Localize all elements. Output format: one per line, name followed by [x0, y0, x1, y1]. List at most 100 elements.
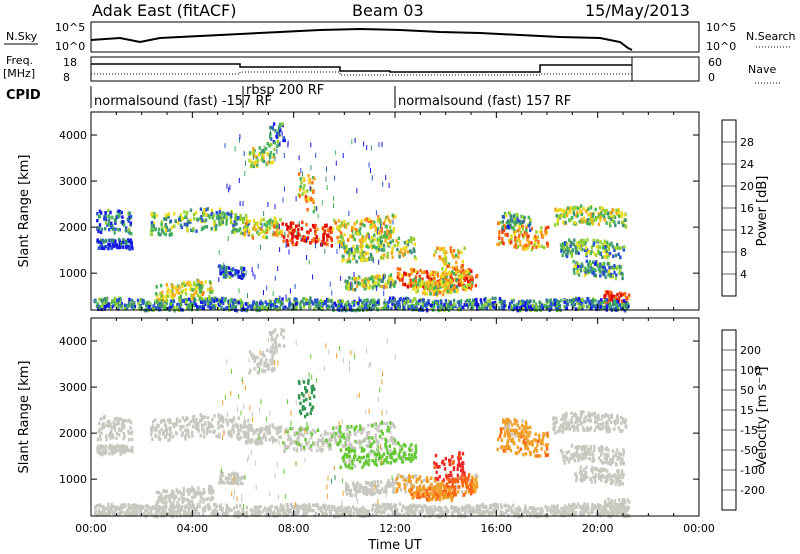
- echo-cell: [157, 305, 160, 309]
- echo-cell: [310, 408, 313, 412]
- echo-cell: [459, 283, 462, 287]
- echo-cell: [290, 231, 293, 236]
- echo-cell: [110, 221, 113, 226]
- echo-cell: [492, 301, 495, 305]
- echo-cell: [431, 485, 434, 489]
- echo-cell: [447, 271, 450, 276]
- cpid-segment-label: normalsound (fast) 157 RF: [398, 94, 571, 109]
- echo-cell: [171, 304, 174, 308]
- echo-cell: [377, 277, 380, 282]
- echo-cell: [574, 245, 577, 249]
- echo-cell: [117, 237, 121, 242]
- echo-cell: [229, 429, 232, 434]
- echo-cell: [575, 307, 578, 311]
- echo-cell: [410, 443, 413, 447]
- echo-cell: [107, 227, 111, 232]
- echo-cell: [297, 394, 301, 398]
- echo-cell: [598, 206, 602, 210]
- echo-cell: [326, 238, 329, 242]
- echo-cell: [566, 252, 569, 256]
- echo-cell: [99, 427, 102, 431]
- echo-cell: [164, 213, 168, 217]
- echo-cell: [589, 251, 592, 256]
- echo-cell: [540, 303, 544, 308]
- echo-cell: [535, 245, 538, 249]
- echo-cell: [117, 307, 120, 311]
- echo-cell: [379, 244, 383, 248]
- echo-cell: [555, 214, 558, 218]
- echo-cell: [443, 289, 446, 293]
- echo-cell: [303, 239, 306, 243]
- echo-cell: [534, 302, 537, 306]
- echo-cell: [404, 444, 407, 448]
- echo-cell: [348, 303, 351, 307]
- echo-cell: [566, 246, 569, 251]
- echo-cell: [323, 231, 327, 236]
- echo-cell: [588, 301, 591, 305]
- echo-cell: [279, 435, 283, 439]
- echo-cell: [396, 275, 399, 280]
- echo-cell: [297, 440, 300, 444]
- echo-cell: [384, 487, 387, 491]
- echo-cell: [193, 217, 196, 221]
- echo-cell: [312, 237, 315, 241]
- echo-cell: [105, 244, 108, 249]
- echo-cell: [259, 429, 262, 434]
- echo-cell: [305, 222, 308, 227]
- echo-cell: [591, 301, 594, 305]
- echo-cell: [370, 236, 374, 240]
- echo-cell: [349, 460, 352, 465]
- echo-cell: [157, 301, 160, 306]
- echo-cell: [233, 219, 236, 224]
- echo-cell: [356, 244, 359, 249]
- echo-cell: [157, 424, 160, 428]
- echo-cell: [521, 224, 524, 228]
- echo-cell: [377, 244, 381, 248]
- echo-cell: [351, 448, 354, 453]
- echo-cell: [530, 247, 533, 252]
- echo-cell: [617, 208, 621, 212]
- echo-cell: [123, 303, 127, 307]
- echo-cell: [186, 431, 190, 435]
- noise-cell: [351, 139, 353, 145]
- echo-cell: [457, 490, 460, 494]
- echo-cell: [113, 244, 116, 249]
- echo-cell: [104, 451, 107, 456]
- echo-cell: [314, 240, 318, 244]
- echo-cell: [457, 307, 460, 312]
- echo-cell: [295, 305, 298, 310]
- echo-cell: [498, 306, 501, 310]
- echo-cell: [116, 215, 119, 219]
- echo-cell: [299, 427, 302, 432]
- echo-cell: [373, 480, 377, 484]
- echo-cell: [272, 155, 275, 159]
- echo-cell: [504, 232, 507, 237]
- echo-cell: [377, 483, 380, 488]
- echo-cell: [453, 267, 457, 271]
- echo-cell: [580, 303, 583, 307]
- echo-cell: [468, 268, 472, 272]
- echo-cell: [581, 264, 584, 268]
- echo-cell: [161, 290, 164, 295]
- echo-cell: [116, 449, 119, 453]
- echo-cell: [312, 189, 315, 193]
- echo-cell: [577, 251, 581, 255]
- echo-cell: [195, 211, 198, 215]
- echo-cell: [346, 300, 350, 304]
- echo-cell: [465, 283, 469, 288]
- echo-cell: [351, 493, 354, 498]
- echo-cell: [451, 251, 454, 255]
- echo-cell: [603, 266, 607, 270]
- echo-cell: [556, 304, 559, 308]
- echo-cell: [391, 249, 394, 253]
- echo-cell: [200, 280, 203, 285]
- echo-cell: [214, 227, 218, 231]
- noise-cell: [324, 248, 326, 254]
- echo-cell: [535, 304, 538, 309]
- echo-cell: [447, 458, 451, 463]
- echo-cell: [339, 430, 342, 434]
- echo-cell: [386, 305, 390, 309]
- echo-cell: [517, 238, 520, 242]
- echo-cell: [368, 284, 372, 288]
- echo-cell: [587, 304, 591, 309]
